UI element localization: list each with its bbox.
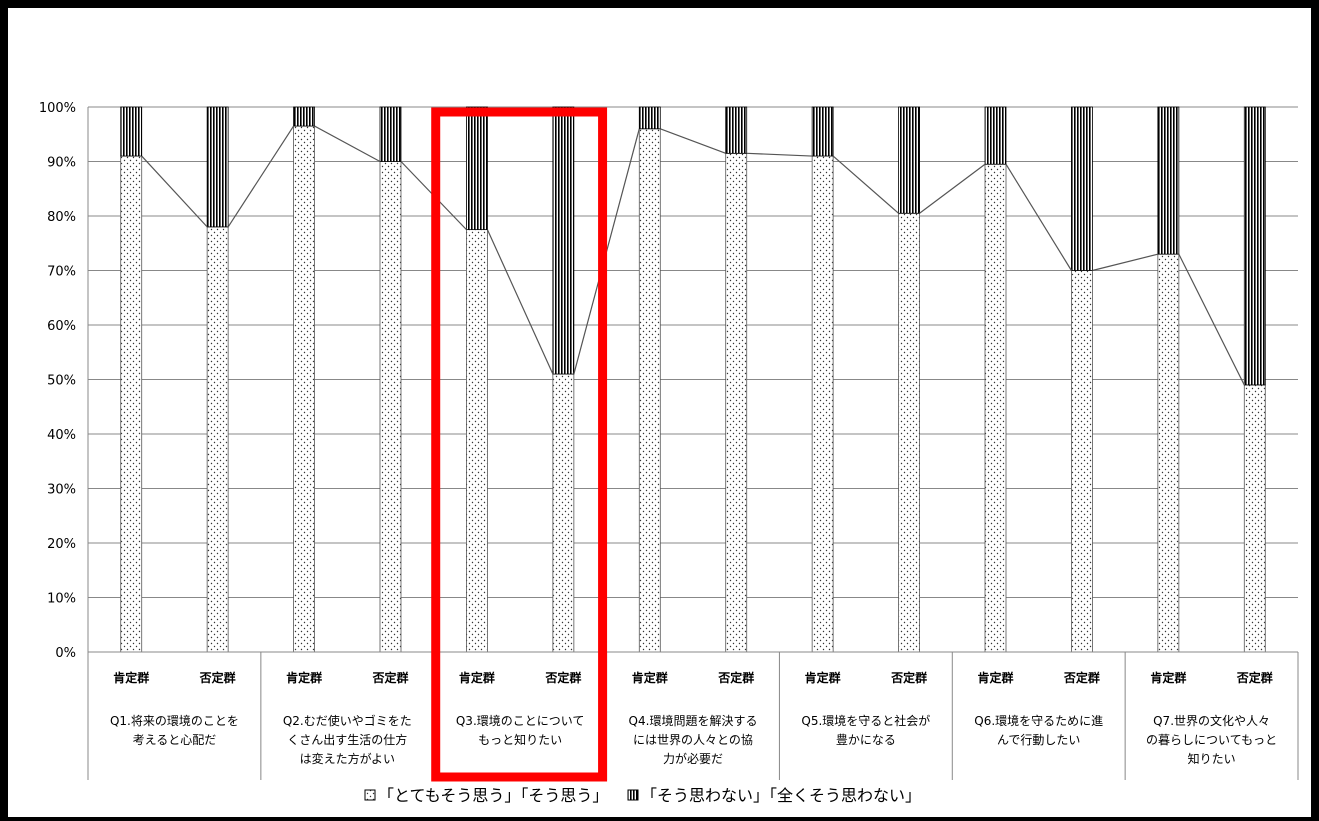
bar-negative <box>379 106 402 162</box>
connector-line <box>1178 253 1245 386</box>
bar-positive <box>1071 270 1093 653</box>
group-label: 否定群 <box>371 670 408 685</box>
group-label: 肯定群 <box>977 670 1013 685</box>
bar-positive <box>984 163 1007 653</box>
question-label-line: 知りたい <box>1188 752 1236 766</box>
y-tick-label: 90% <box>47 156 76 171</box>
connector-line <box>314 125 381 163</box>
y-tick-label: 10% <box>47 592 76 607</box>
bar-negative <box>552 106 575 375</box>
y-tick-label: 50% <box>47 374 76 389</box>
bar-positive <box>206 226 229 653</box>
bar-positive <box>811 155 834 653</box>
bar-negative <box>725 106 748 154</box>
group-label: 肯定群 <box>286 670 322 685</box>
y-tick-label: 80% <box>47 210 76 225</box>
question-label-line: Q1.将来の環境のことを <box>110 713 239 728</box>
y-axis: 0% 10% 20% 30% 40% 50% 60% 70% 80% 90% 100% <box>39 101 89 661</box>
connector-line <box>141 155 208 228</box>
question-label-line: Q4.環境問題を解決する <box>629 713 758 728</box>
group-label: 肯定群 <box>1150 670 1186 685</box>
connector-line <box>227 125 295 228</box>
bar-negative <box>898 106 920 214</box>
question-label-line: 考えると心配だ <box>133 733 217 747</box>
legend-label-negative: 「そう思わない」「全くそう思わない」 <box>641 786 921 805</box>
legend: 「とてもそう思う」「そう思う」 「そう思わない」「全くそう思わない」 <box>364 786 921 805</box>
connector-line <box>660 128 726 154</box>
bar-positive <box>466 229 488 653</box>
bars <box>120 106 1266 653</box>
bar-negative <box>1157 106 1180 255</box>
question-label-line: 豊かになる <box>836 733 896 747</box>
bar-positive <box>898 212 920 653</box>
bar-negative <box>1243 106 1266 386</box>
connector-line <box>1092 253 1159 272</box>
bar-negative <box>984 106 1007 165</box>
group-label: 肯定群 <box>113 670 149 685</box>
highlight-rectangle <box>431 107 608 782</box>
question-label-line: Q5.環境を守ると社会が <box>801 713 930 728</box>
bar-negative <box>466 106 488 231</box>
group-label: 肯定群 <box>805 670 841 685</box>
gridlines <box>88 106 1298 653</box>
connector-line <box>919 163 986 214</box>
bar-negative <box>811 106 834 157</box>
bar-positive <box>638 128 661 653</box>
group-label: 否定群 <box>199 670 236 685</box>
bar-positive <box>552 373 575 653</box>
connector-line <box>832 155 899 214</box>
question-label-line: には世界の人々との協 <box>633 732 753 747</box>
bar-negative <box>293 106 315 127</box>
y-tick-label: 0% <box>55 646 76 661</box>
bar-negative <box>120 106 143 157</box>
bar-positive <box>120 155 143 653</box>
legend-swatch-positive <box>364 789 376 801</box>
bar-positive <box>725 152 748 653</box>
question-label-line: くさん出す生活の仕方 <box>287 732 407 747</box>
question-label-line: 力が必要だ <box>663 751 723 766</box>
group-label: 否定群 <box>1063 670 1100 685</box>
y-tick-label: 60% <box>47 319 76 334</box>
question-label-line: の暮らしについてもっと <box>1146 733 1277 747</box>
bar-negative <box>206 106 229 228</box>
question-label-line: もっと知りたい <box>478 733 562 747</box>
y-tick-label: 20% <box>47 537 76 552</box>
x-axis: 肯定群 否定群 肯定群 否定群 肯定群 否定群 肯定群 否定群 肯定群 否定群 肯定群 否定群 肯定群 否… <box>87 651 1299 780</box>
question-label-line: Q3.環境のことについて <box>456 713 585 728</box>
question-label-line: Q6.環境を守るために進 <box>974 713 1103 728</box>
bar-negative <box>1071 106 1093 271</box>
highlight-box <box>431 107 608 782</box>
bar-positive <box>379 161 402 653</box>
group-label: 否定群 <box>544 670 581 685</box>
bar-positive <box>293 125 315 653</box>
connector-line <box>1005 163 1072 271</box>
y-tick-label: 30% <box>47 483 76 498</box>
y-tick-label: 40% <box>47 428 76 443</box>
group-label: 肯定群 <box>459 670 495 685</box>
bar-positive <box>1243 384 1266 653</box>
group-label: 否定群 <box>717 670 754 685</box>
legend-label-positive: 「とてもそう思う」「そう思う」 <box>378 786 608 805</box>
connector-line <box>746 152 813 157</box>
question-label-line: Q2.むだ使いやゴミをた <box>283 713 412 728</box>
group-label: 否定群 <box>1236 670 1273 685</box>
group-label: 否定群 <box>890 670 927 685</box>
y-tick-label: 70% <box>47 265 76 280</box>
connector-line <box>486 229 554 375</box>
question-label-line: んで行動したい <box>997 733 1080 747</box>
bar-positive <box>1157 253 1180 653</box>
legend-swatch-negative <box>627 789 639 801</box>
group-label: 肯定群 <box>632 670 668 685</box>
question-label-line: Q7.世界の文化や人々 <box>1153 713 1270 728</box>
question-label-line: は変えた方がよい <box>300 751 395 766</box>
bar-negative <box>638 106 661 130</box>
y-tick-label: 100% <box>39 101 76 116</box>
